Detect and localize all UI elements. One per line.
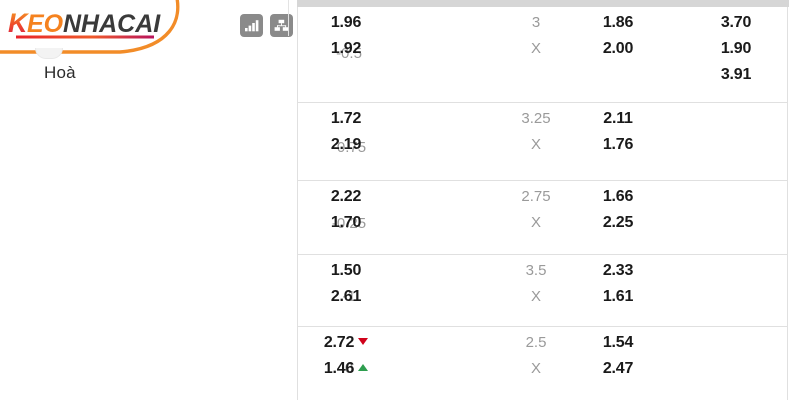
onextwo-odds-draw[interactable]: 1.90 xyxy=(720,40,752,57)
draw-marker: X xyxy=(530,214,541,231)
partial-cut-off-chip xyxy=(35,48,63,59)
away-odds-bottom[interactable]: 1.61 xyxy=(602,288,634,305)
right-gutter xyxy=(789,0,800,400)
home-odds-bottom-value: 1.92 xyxy=(330,40,362,57)
home-odds-top[interactable]: 1.72 xyxy=(330,110,362,127)
home-odds-bottom[interactable]: 1.46 xyxy=(298,360,394,378)
total-line-value: 2.75 xyxy=(521,188,551,205)
svg-text:NHACAI: NHACAI xyxy=(63,10,161,38)
home-odds-top-value: 1.96 xyxy=(330,14,362,31)
toolbar-divider xyxy=(288,0,289,36)
bar-chart-icon[interactable] xyxy=(240,14,263,37)
home-odds-top[interactable]: 2.22 xyxy=(330,188,362,205)
away-odds-top[interactable]: 2.11 xyxy=(603,110,633,127)
trend-down-icon xyxy=(358,338,369,345)
table-row[interactable]: -0.5 1.96 1.92 3 X 1.86 2.00 3.70 1.90 3… xyxy=(298,7,787,103)
home-odds-top[interactable]: 1.50 xyxy=(330,262,362,279)
handicap-value: -0.5 xyxy=(336,45,362,62)
draw-marker: X xyxy=(530,360,541,377)
home-odds-top[interactable]: 2.72 xyxy=(298,334,394,352)
home-odds-top[interactable]: 1.96 xyxy=(298,14,394,32)
draw-marker: X xyxy=(530,40,541,57)
table-row[interactable]: 0 2.72 1.46 2.5 X 1.54 2.47 xyxy=(298,327,787,400)
total-line-value: 3 xyxy=(531,14,541,31)
table-header-strip xyxy=(286,0,800,7)
svg-text:EO: EO xyxy=(27,10,64,38)
handicap-value: 0 xyxy=(344,360,354,377)
table-row[interactable]: -0.25 2.22 1.70 2.75 X 1.66 2.25 xyxy=(298,181,787,255)
onextwo-odds-away[interactable]: 3.91 xyxy=(720,66,752,83)
away-odds-bottom[interactable]: 2.25 xyxy=(602,214,634,231)
toolbar xyxy=(240,14,293,37)
away-odds-bottom[interactable]: 2.00 xyxy=(602,40,634,57)
away-odds-bottom[interactable]: 2.47 xyxy=(602,360,634,377)
onextwo-odds-home[interactable]: 3.70 xyxy=(720,14,752,31)
total-line-value: 3.25 xyxy=(521,110,551,127)
table-row[interactable]: -0.75 1.72 2.19 3.25 X 2.11 1.76 xyxy=(298,103,787,181)
handicap-value: -0.25 xyxy=(331,215,367,232)
handicap-value: -1 xyxy=(342,288,356,305)
left-panel: K EO NHACAI Hoà xyxy=(0,0,297,400)
home-odds-bottom-value: 1.46 xyxy=(323,360,355,377)
home-odds-bottom[interactable]: 2.19 xyxy=(330,136,362,153)
home-odds-top-value: 2.72 xyxy=(323,334,355,351)
total-line-value: 3.5 xyxy=(525,262,547,279)
away-odds-top[interactable]: 1.86 xyxy=(602,14,634,31)
trend-up-icon xyxy=(358,364,369,371)
away-odds-top[interactable]: 1.66 xyxy=(602,188,634,205)
away-odds-top[interactable]: 2.33 xyxy=(602,262,634,279)
draw-marker: X xyxy=(530,136,541,153)
total-line-value: 2.5 xyxy=(525,334,547,351)
sitemap-icon[interactable] xyxy=(270,14,293,37)
odds-table: -0.5 1.96 1.92 3 X 1.86 2.00 3.70 1.90 3… xyxy=(297,7,788,400)
home-odds-bottom[interactable]: 2.61 xyxy=(330,288,362,305)
away-odds-bottom[interactable]: 1.76 xyxy=(602,136,634,153)
home-odds-bottom[interactable]: 1.92 xyxy=(298,40,394,58)
table-row[interactable]: -1 1.50 2.61 3.5 X 2.33 1.61 xyxy=(298,255,787,327)
away-odds-top[interactable]: 1.54 xyxy=(602,334,634,351)
site-logo[interactable]: K EO NHACAI xyxy=(6,6,196,48)
draw-label: Hoà xyxy=(44,63,76,82)
home-odds-bottom[interactable]: 1.70 xyxy=(330,214,362,231)
handicap-value: -0.75 xyxy=(331,139,367,156)
draw-marker: X xyxy=(530,288,541,305)
